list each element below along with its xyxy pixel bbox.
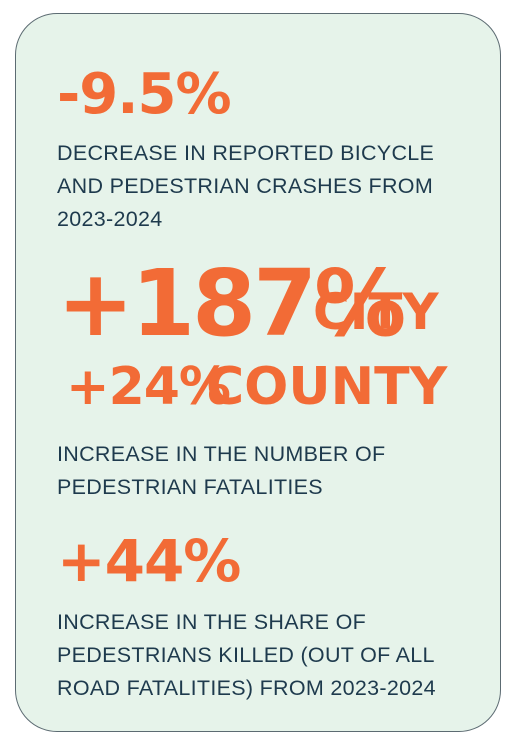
share-change-description: INCREASE IN THE SHARE OF PEDESTRIANS KIL… — [57, 606, 436, 705]
city-fatality-change-value: +187% — [57, 250, 406, 357]
county-fatality-change-value: +24% — [66, 357, 231, 417]
crash-change-description: DECREASE IN REPORTED BICYCLE AND PEDESTR… — [57, 137, 434, 236]
share-change-value: +44% — [57, 527, 241, 595]
fatality-description-line-2: PEDESTRIAN FATALITIES — [57, 475, 323, 499]
stats-card: -9.5% DECREASE IN REPORTED BICYCLE AND P… — [15, 13, 501, 732]
share-description-line-1: INCREASE IN THE SHARE OF — [57, 610, 367, 634]
fatality-change-description: INCREASE IN THE NUMBER OF PEDESTRIAN FAT… — [57, 438, 385, 504]
share-description-line-2: PEDESTRIANS KILLED (OUT OF ALL — [57, 643, 435, 667]
crash-description-line-1: DECREASE IN REPORTED BICYCLE — [57, 141, 435, 165]
share-description-line-3: ROAD FATALITIES) FROM 2023-2024 — [57, 676, 436, 700]
city-label: CITY — [313, 283, 439, 341]
fatality-description-line-1: INCREASE IN THE NUMBER OF — [57, 442, 386, 466]
crash-description-line-3: 2023-2024 — [57, 207, 163, 231]
crash-description-line-2: AND PEDESTRIAN CRASHES FROM — [57, 174, 434, 198]
county-label: COUNTY — [206, 357, 448, 417]
crash-change-value: -9.5% — [57, 62, 232, 127]
